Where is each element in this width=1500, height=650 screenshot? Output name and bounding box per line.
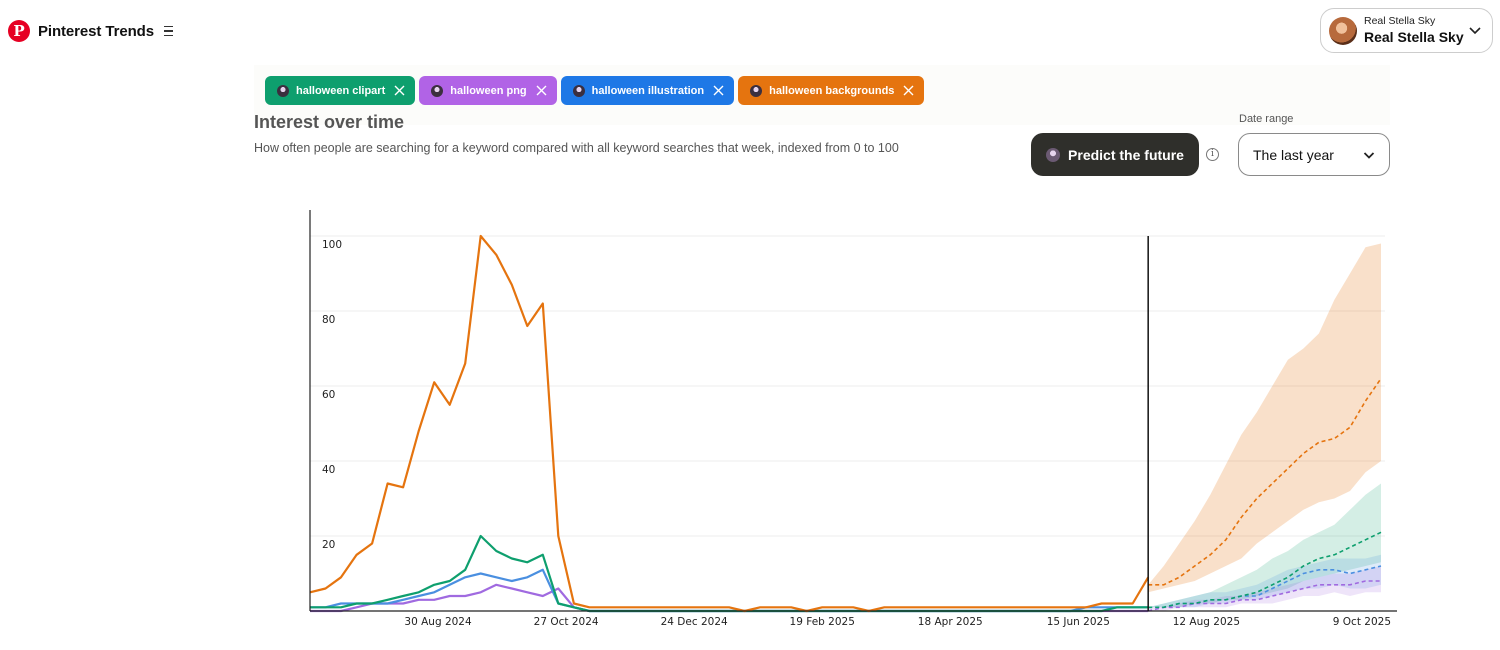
x-tick-label: 19 Feb 2025 [790, 616, 855, 628]
date-range-label: Date range [1239, 113, 1294, 125]
predict-future-label: Predict the future [1068, 146, 1184, 163]
hamburger-menu-icon[interactable] [163, 25, 173, 37]
pinterest-logo-icon[interactable]: P [8, 20, 30, 42]
keyword-tag-label: halloween clipart [296, 84, 386, 97]
keyword-tag[interactable]: halloween illustration [560, 76, 735, 105]
forecast-band [1148, 243, 1381, 593]
close-icon[interactable] [713, 85, 724, 96]
forecast-line [1148, 531, 1382, 609]
keyword-tag-label: halloween backgrounds [769, 84, 895, 97]
y-tick-label: 40 [322, 464, 335, 476]
section-title: Interest over time [254, 112, 405, 132]
series-line [309, 234, 1150, 613]
keyword-tag-label: halloween illustration [591, 84, 705, 97]
brand: P Pinterest Trends [8, 20, 173, 42]
keyword-tag[interactable]: halloween backgrounds [738, 76, 925, 105]
forecast-line [1148, 580, 1381, 612]
avatar [1329, 16, 1357, 45]
keyword-tags: halloween clipart halloween png hallowee… [265, 76, 925, 105]
close-icon[interactable] [536, 85, 547, 96]
x-tick-label: 9 Oct 2025 [1333, 616, 1391, 628]
keyword-avatar-icon [572, 84, 585, 97]
y-tick-label: 100 [322, 239, 342, 251]
section-subtitle: How often people are searching for a key… [254, 141, 899, 155]
keyword-avatar-icon [277, 84, 289, 97]
forecast-line [1148, 378, 1382, 586]
y-tick-label: 60 [322, 389, 335, 401]
keyword-tag-label: halloween png [450, 84, 527, 97]
x-tick-label: 18 Apr 2025 [918, 616, 983, 628]
forecast-band [1148, 566, 1381, 611]
account-switcher[interactable]: Real Stella Sky Real Stella Sky [1320, 8, 1493, 53]
account-small-name: Real Stella Sky [1364, 15, 1436, 28]
x-tick-label: 24 Dec 2024 [661, 616, 728, 628]
account-name: Real Stella Sky [1364, 28, 1464, 45]
close-icon[interactable] [394, 85, 405, 96]
forecast-band [1148, 483, 1381, 608]
info-icon[interactable]: i [1206, 148, 1219, 161]
brand-name: Pinterest Trends [38, 22, 154, 40]
chevron-down-icon [1363, 152, 1375, 159]
x-tick-label: 12 Aug 2025 [1173, 616, 1240, 628]
x-tick-label: 15 Jun 2025 [1047, 616, 1110, 628]
keyword-avatar-icon [750, 84, 763, 97]
date-range-value: The last year [1253, 146, 1334, 163]
forecast-band [1148, 554, 1381, 608]
keyword-tag[interactable]: halloween png [419, 76, 557, 105]
keyword-tag[interactable]: halloween clipart [265, 76, 416, 105]
keyword-avatar-icon [431, 84, 444, 97]
x-tick-label: 30 Aug 2024 [404, 616, 472, 628]
date-range-select[interactable]: The last year [1238, 133, 1390, 176]
crystal-ball-icon [1046, 147, 1061, 162]
x-tick-label: 27 Oct 2024 [534, 616, 599, 628]
close-icon[interactable] [903, 85, 914, 96]
chevron-down-icon [1469, 27, 1481, 35]
y-tick-label: 20 [322, 539, 335, 551]
y-tick-label: 80 [322, 314, 335, 326]
predict-future-button[interactable]: Predict the future [1031, 133, 1199, 176]
series-line [310, 568, 1149, 613]
